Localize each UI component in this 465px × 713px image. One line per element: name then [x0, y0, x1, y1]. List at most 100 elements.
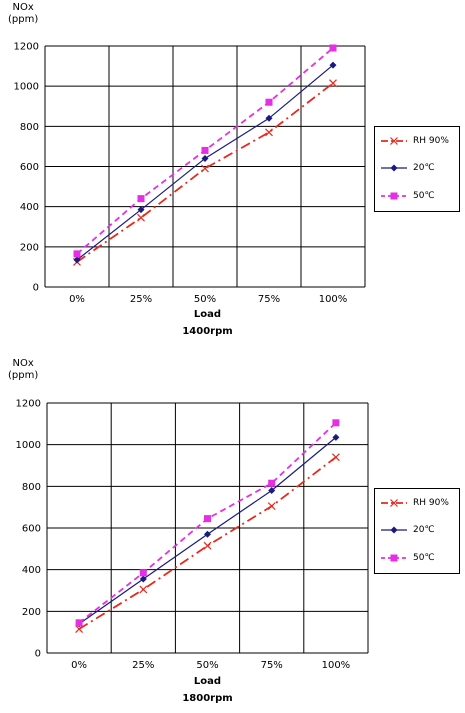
legend-item-rh90: RH 90%: [375, 496, 459, 510]
data-point-x: [329, 79, 337, 88]
plot-area: 0 200 400 600 800 1000 1200 0% 25% 50% 75% 100%: [14, 42, 366, 305]
data-point-square: [201, 146, 209, 154]
marker-stroke: [390, 137, 398, 145]
y-tick-label: 1000: [16, 440, 41, 451]
data-point-x: [265, 128, 273, 137]
y-tick-label: 0: [33, 283, 39, 294]
legend: RH 90% 20℃ 50℃: [374, 488, 460, 574]
x-tick-label: 100%: [322, 660, 351, 671]
marker-stroke: [139, 585, 148, 594]
data-point-diamond: [204, 530, 211, 538]
data-point-square: [139, 569, 147, 577]
marker-stroke: [390, 499, 398, 507]
x-tick-label: 75%: [258, 294, 280, 305]
legend-label: 20℃: [413, 163, 435, 173]
data-point-diamond: [139, 575, 147, 583]
x-axis-label: Load: [193, 676, 222, 687]
legend-swatch-50c: [381, 192, 407, 200]
y-tick-label: 1200: [14, 42, 39, 53]
series-line-diamond: [78, 436, 337, 625]
data-point-x: [201, 164, 209, 173]
x-tick-label: 50%: [196, 660, 218, 671]
legend-item-rh90: RH 90%: [375, 134, 459, 148]
legend-label: RH 90%: [413, 136, 449, 146]
legend-item-50c: 50℃: [375, 551, 459, 565]
y-axis-label-line2: (ppm): [8, 370, 39, 381]
legend-marker-square: [390, 554, 398, 562]
legend-marker-diamond: [390, 164, 398, 172]
legend-label: 20℃: [413, 525, 435, 535]
chart-1800rpm: NOx (ppm) 0 200 400 600 800 1000 1200 0% 25% 50% 7…: [0, 356, 465, 713]
y-tick-label: 200: [20, 242, 39, 253]
data-point-square: [329, 44, 337, 52]
marker-stroke: [137, 213, 145, 222]
y-axis-label-line2: (ppm): [8, 14, 39, 25]
marker-stroke: [267, 502, 276, 511]
legend-swatch-50c: [381, 554, 407, 562]
chart-subtitle: 1400rpm: [182, 326, 233, 337]
legend-label: 50℃: [413, 191, 435, 201]
x-tick-label: 100%: [319, 294, 348, 305]
y-tick-label: 200: [22, 607, 41, 618]
legend-label: RH 90%: [413, 498, 449, 508]
y-axis-label: NOx (ppm): [8, 358, 38, 382]
series-line-square: [78, 422, 337, 624]
data-point-x: [267, 502, 276, 511]
data-point-diamond: [265, 114, 273, 122]
series-line-diamond: [76, 64, 334, 261]
data-point-square: [75, 619, 83, 627]
chart-subtitle: 1800rpm: [182, 693, 233, 704]
data-point-square: [265, 98, 273, 106]
legend-item-50c: 50℃: [375, 189, 459, 203]
y-tick-label: 600: [20, 162, 39, 173]
y-axis-label: NOx (ppm): [8, 2, 38, 26]
y-tick-label: 600: [22, 524, 41, 535]
marker-stroke: [265, 128, 273, 137]
data-point-x: [139, 585, 148, 594]
legend-swatch-20c: [381, 526, 407, 534]
marker-stroke: [201, 164, 209, 173]
marker-stroke: [331, 453, 340, 462]
data-point-square: [73, 250, 81, 258]
data-point-diamond: [329, 61, 337, 69]
data-point-square: [268, 479, 276, 487]
data-point-square: [332, 419, 340, 427]
legend-swatch-20c: [381, 164, 407, 172]
x-axis-label: Load: [193, 309, 222, 320]
data-point-x: [203, 541, 212, 550]
data-point-x: [331, 453, 340, 462]
y-axis-label-line1: NOx: [12, 358, 34, 369]
legend-marker-x: [390, 137, 398, 145]
data-point-diamond: [201, 154, 209, 162]
data-point-diamond: [137, 206, 145, 214]
series-line-x: [76, 82, 334, 263]
data-point-x: [137, 213, 145, 222]
series-line-x: [78, 456, 337, 630]
legend-item-20c: 20℃: [375, 523, 459, 537]
marker-stroke: [203, 541, 212, 550]
y-tick-label: 400: [20, 202, 39, 213]
legend-marker-square: [390, 192, 398, 200]
y-tick-label: 800: [20, 122, 39, 133]
data-point-x: [75, 625, 84, 633]
data-point-square: [137, 195, 145, 203]
legend-swatch-rh90: [381, 137, 407, 145]
x-tick-label: 25%: [130, 294, 152, 305]
plot-area: 0 200 400 600 800 1000 1200 0% 25% 50% 75% 100%: [16, 399, 369, 671]
x-tick-label: 75%: [261, 660, 283, 671]
data-point-diamond: [268, 487, 276, 494]
data-point-diamond: [332, 433, 340, 441]
x-tick-label: 25%: [132, 660, 154, 671]
data-point-square: [204, 515, 211, 523]
y-tick-label: 400: [22, 565, 41, 576]
y-tick-label: 1200: [16, 399, 41, 410]
y-tick-label: 1000: [14, 82, 39, 93]
legend-swatch-rh90: [381, 499, 407, 507]
legend-label: 50℃: [413, 553, 435, 563]
marker-stroke: [329, 79, 337, 88]
legend-item-20c: 20℃: [375, 161, 459, 175]
x-tick-label: 0%: [69, 294, 85, 305]
legend-marker-diamond: [390, 526, 398, 534]
marker-stroke: [75, 625, 84, 633]
legend-marker-x: [390, 499, 398, 507]
